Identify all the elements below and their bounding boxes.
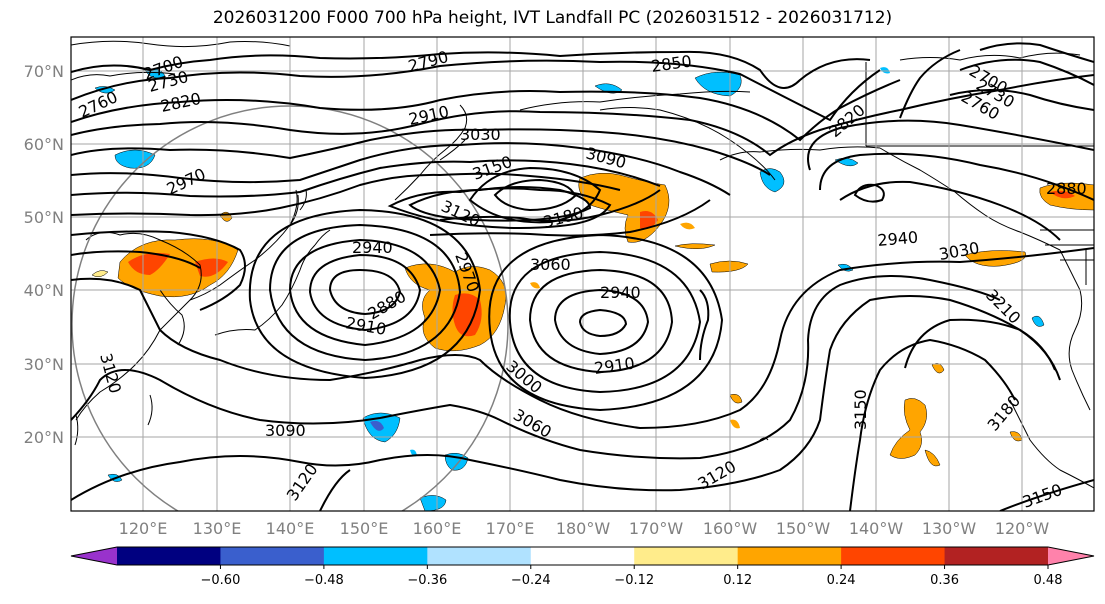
colorbar-segment bbox=[737, 547, 842, 565]
lat-label: 40°N bbox=[24, 281, 64, 300]
colorbar: −0.60 −0.48 −0.36 −0.24 −0.12 0.12 0.24 0.36 0.4… bbox=[70, 546, 1095, 588]
colorbar-tick-label: −0.12 bbox=[614, 573, 654, 588]
contour-label: 3090 bbox=[265, 421, 306, 440]
lat-label: 70°N bbox=[24, 62, 64, 81]
colorbar-tick-label: 0.48 bbox=[1034, 573, 1063, 588]
contour-label: 3150 bbox=[851, 389, 870, 430]
lon-label: 150°W bbox=[776, 519, 831, 538]
lon-label: 120°W bbox=[995, 519, 1050, 538]
colorbar-segments bbox=[117, 547, 1049, 565]
plot-frame bbox=[70, 36, 1095, 512]
contour-label: 2940 bbox=[877, 228, 919, 250]
lon-label: 130°E bbox=[193, 519, 242, 538]
latitude-labels: 70°N 60°N 50°N 40°N 30°N 20°N bbox=[24, 62, 64, 447]
lon-label: 140°E bbox=[266, 519, 315, 538]
map-title: 2026031200 F000 700 hPa height, IVT Land… bbox=[212, 8, 893, 28]
colorbar-segment bbox=[841, 547, 946, 565]
lon-label: 160°E bbox=[413, 519, 462, 538]
colorbar-tick-label: 0.36 bbox=[930, 573, 959, 588]
colorbar-segment bbox=[220, 547, 325, 565]
lon-label: 130°W bbox=[922, 519, 977, 538]
contour-label: 2940 bbox=[600, 283, 641, 302]
colorbar-segment bbox=[634, 547, 739, 565]
colorbar-segment bbox=[944, 547, 1049, 565]
coastlines bbox=[71, 40, 1094, 489]
lon-label: 180°W bbox=[556, 519, 611, 538]
colorbar-segment bbox=[427, 547, 532, 565]
colorbar-tick-label: −0.24 bbox=[511, 573, 551, 588]
lon-label: 170°E bbox=[486, 519, 535, 538]
colorbar-tick-label: 0.24 bbox=[827, 573, 856, 588]
contour-label: 2880 bbox=[1046, 179, 1087, 198]
lat-label: 60°N bbox=[24, 135, 64, 154]
colorbar-segment bbox=[530, 547, 635, 565]
height-contours bbox=[71, 42, 1094, 511]
colorbar-extend-max bbox=[1048, 547, 1094, 565]
lon-label: 160°W bbox=[703, 519, 758, 538]
colorbar-segment bbox=[323, 547, 428, 565]
colorbar-tick-label: −0.60 bbox=[201, 573, 241, 588]
lat-label: 20°N bbox=[24, 428, 64, 447]
colorbar-ticks: −0.60 −0.48 −0.36 −0.24 −0.12 0.12 0.24 0.36 0.4… bbox=[201, 565, 1063, 588]
colorbar-tick-label: −0.48 bbox=[304, 573, 344, 588]
lon-label: 140°W bbox=[849, 519, 904, 538]
colorbar-extend-min bbox=[71, 547, 117, 565]
colorbar-segment bbox=[117, 547, 222, 565]
colorbar-outline bbox=[70, 546, 1095, 566]
colorbar-tick-label: −0.36 bbox=[407, 573, 447, 588]
gridlines bbox=[71, 37, 1094, 511]
lat-label: 30°N bbox=[24, 355, 64, 374]
colorbar-tick-label: 0.12 bbox=[723, 573, 752, 588]
lon-label: 150°E bbox=[340, 519, 389, 538]
contour-label: 3030 bbox=[460, 125, 501, 144]
longitude-labels: 120°E 130°E 140°E 150°E 160°E 170°E 180°… bbox=[119, 519, 1050, 538]
lon-label: 120°E bbox=[119, 519, 168, 538]
lon-label: 170°W bbox=[629, 519, 684, 538]
contour-label: 2940 bbox=[352, 238, 393, 257]
landfall-circle bbox=[71, 105, 509, 511]
contour-label: 3060 bbox=[530, 255, 571, 274]
lat-label: 50°N bbox=[24, 208, 64, 227]
